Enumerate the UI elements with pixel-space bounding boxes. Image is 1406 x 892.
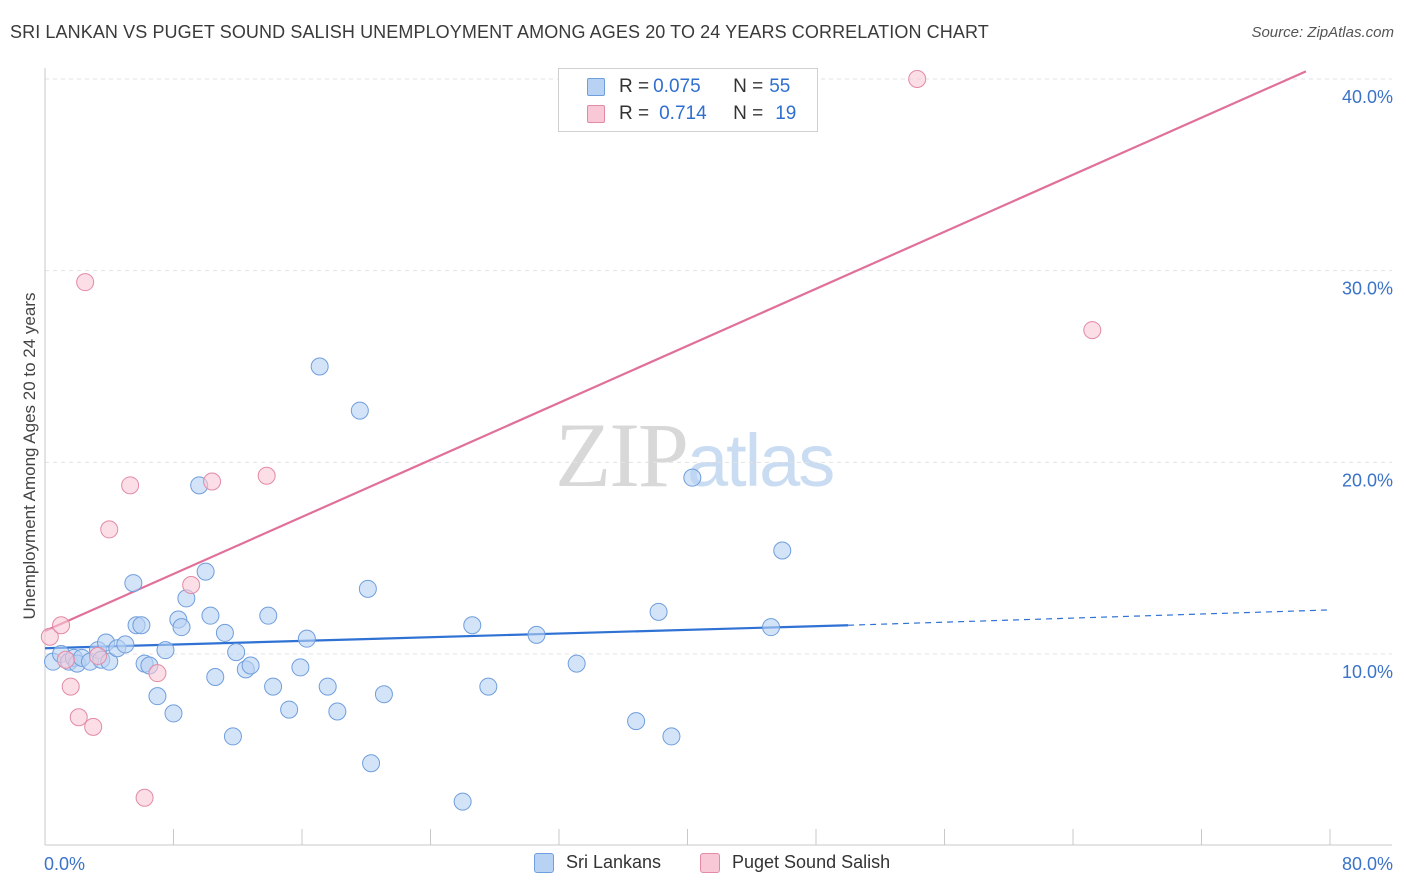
legend-swatch-pink <box>700 852 720 873</box>
legend-item-puget-sound-salish[interactable]: Puget Sound Salish <box>700 852 890 873</box>
watermark-zip: ZIP <box>555 404 689 506</box>
data-points <box>40 70 1102 811</box>
y-tick-label: 10.0% <box>1342 662 1393 682</box>
point-sri-lankans <box>241 656 260 675</box>
trend-line-puget-sound-salish <box>44 70 1307 633</box>
point-sri-lankans <box>264 677 283 696</box>
point-sri-lankans <box>172 618 191 637</box>
legend-n-value: 19 <box>775 103 797 124</box>
point-sri-lankans <box>350 401 369 420</box>
point-sri-lankans <box>201 606 220 625</box>
point-puget-sound-salish <box>182 576 201 594</box>
point-sri-lankans <box>374 685 393 704</box>
y-tick-label: 30.0% <box>1342 279 1393 299</box>
point-sri-lankans <box>227 643 246 662</box>
axes <box>44 68 1392 846</box>
point-sri-lankans <box>291 658 310 677</box>
point-puget-sound-salish <box>56 650 75 669</box>
point-sri-lankans <box>463 616 482 635</box>
point-puget-sound-salish <box>148 664 167 683</box>
tick-labels: 10.0% 20.0% 30.0% 40.0% 0.0% 80.0% <box>44 87 1393 874</box>
point-puget-sound-salish <box>121 476 140 495</box>
point-sri-lankans <box>683 468 702 487</box>
point-sri-lankans <box>627 712 646 731</box>
chart-title: SRI LANKAN VS PUGET SOUND SALISH UNEMPLO… <box>10 22 989 42</box>
legend-swatch-blue <box>534 852 554 873</box>
x-tick-label: 80.0% <box>1342 854 1393 874</box>
point-puget-sound-salish <box>84 717 103 736</box>
point-sri-lankans <box>527 625 546 644</box>
point-sri-lankans <box>328 702 347 721</box>
point-sri-lankans <box>164 704 183 723</box>
point-sri-lankans <box>148 687 167 706</box>
legend-r-label: R = <box>619 76 650 97</box>
point-sri-lankans <box>479 677 498 696</box>
watermark-atlas: atlas <box>687 419 835 502</box>
watermark: ZIPatlas <box>555 402 835 508</box>
point-sri-lankans <box>223 727 242 746</box>
point-puget-sound-salish <box>1083 321 1102 340</box>
point-sri-lankans <box>358 579 377 598</box>
point-puget-sound-salish <box>257 466 276 485</box>
point-puget-sound-salish <box>203 472 222 491</box>
point-sri-lankans <box>280 700 299 719</box>
legend-row-sri-lankans: R = 0.075 N = 55 <box>587 75 790 99</box>
point-puget-sound-salish <box>76 273 95 292</box>
point-sri-lankans <box>310 357 329 376</box>
point-sri-lankans <box>453 792 472 811</box>
point-sri-lankans <box>649 602 668 621</box>
point-puget-sound-salish <box>52 616 71 635</box>
point-puget-sound-salish <box>89 646 108 665</box>
point-sri-lankans <box>196 562 215 581</box>
legend-r-value: 0.714 <box>659 103 707 124</box>
point-sri-lankans <box>206 668 225 686</box>
point-sri-lankans <box>215 623 234 642</box>
point-puget-sound-salish <box>135 788 154 807</box>
point-sri-lankans <box>132 616 151 635</box>
x-tick-label: 0.0% <box>44 854 85 874</box>
series-legend: Sri Lankans Puget Sound Salish <box>0 852 1406 876</box>
correlation-legend: R = 0.075 N = 55 R = 0.714 N = 19 <box>558 68 818 132</box>
point-puget-sound-salish <box>100 520 119 539</box>
point-sri-lankans <box>259 606 278 625</box>
point-sri-lankans <box>773 541 792 560</box>
legend-r-label: R = <box>619 103 650 124</box>
point-sri-lankans <box>567 654 586 673</box>
legend-r-value: 0.075 <box>653 76 701 97</box>
legend-n-label: N = <box>733 103 764 124</box>
legend-swatch-pink <box>587 105 605 123</box>
point-puget-sound-salish <box>61 677 80 696</box>
point-sri-lankans <box>297 629 316 648</box>
legend-n-label: N = <box>733 76 764 97</box>
point-sri-lankans <box>124 574 143 593</box>
point-puget-sound-salish <box>40 627 59 646</box>
grid-lines <box>45 78 1392 655</box>
legend-label-puget-sound-salish: Puget Sound Salish <box>732 852 891 872</box>
legend-item-sri-lankans[interactable]: Sri Lankans <box>534 852 661 873</box>
trend-line-extension <box>848 609 1331 626</box>
y-tick-label: 40.0% <box>1342 87 1393 107</box>
trend-line-sri-lankans <box>44 624 849 650</box>
legend-swatch-blue <box>587 78 605 96</box>
point-sri-lankans <box>156 641 175 660</box>
point-puget-sound-salish <box>69 708 88 727</box>
point-sri-lankans <box>762 618 781 637</box>
legend-n-value: 55 <box>769 76 791 97</box>
y-tick-label: 20.0% <box>1342 470 1393 490</box>
point-sri-lankans <box>662 727 681 746</box>
source-credit: Source: ZipAtlas.com <box>1251 24 1394 41</box>
legend-row-puget-sound-salish: R = 0.714 N = 19 <box>587 102 796 126</box>
point-sri-lankans <box>362 754 381 773</box>
trend-lines <box>44 70 1331 650</box>
point-puget-sound-salish <box>908 70 927 88</box>
legend-label-sri-lankans: Sri Lankans <box>566 852 662 872</box>
point-sri-lankans <box>318 677 337 696</box>
point-sri-lankans <box>116 635 135 654</box>
